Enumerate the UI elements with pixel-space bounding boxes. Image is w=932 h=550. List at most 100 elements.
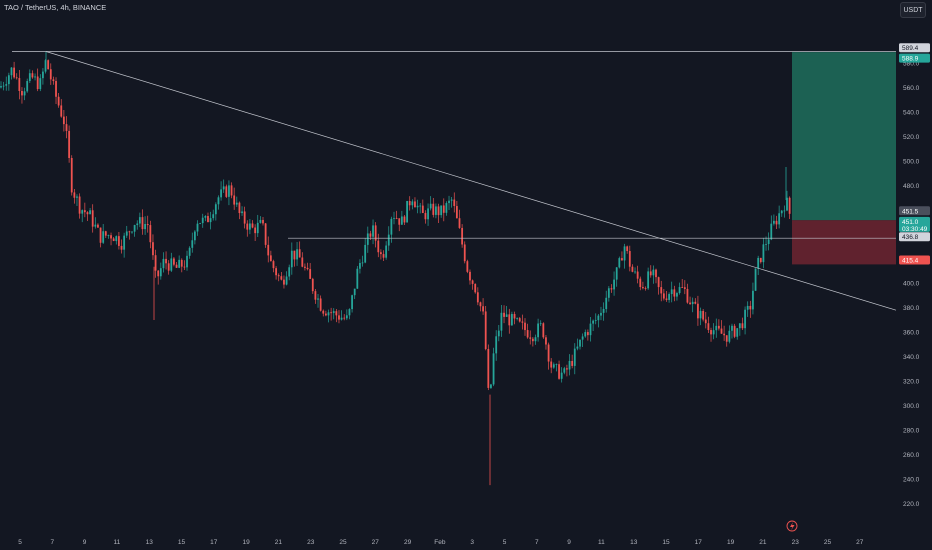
- candle-body: [47, 60, 50, 70]
- position-zones[interactable]: [792, 52, 896, 265]
- candle-body: [453, 199, 456, 207]
- candle-body: [364, 244, 367, 263]
- candle-body: [634, 271, 636, 273]
- candle-body: [264, 223, 267, 245]
- candle-body: [492, 353, 495, 385]
- candle-body: [372, 225, 374, 237]
- candle-body: [518, 318, 521, 322]
- candle-body: [238, 202, 241, 214]
- candle-body: [683, 287, 686, 289]
- candle-body: [560, 372, 563, 379]
- candle-body: [55, 81, 57, 97]
- candle-body: [115, 236, 118, 242]
- x-tick-label: 15: [178, 539, 186, 546]
- candle-body: [86, 212, 89, 215]
- x-tick-label: 23: [307, 539, 315, 546]
- candle-body: [558, 364, 560, 379]
- symbol-title[interactable]: TAO / TetherUS, 4h, BINANCE: [4, 3, 107, 12]
- candle-body: [662, 293, 665, 299]
- x-tick-label: 13: [146, 539, 154, 546]
- candle-body: [411, 201, 414, 206]
- candle-body: [778, 213, 781, 225]
- candle-body: [497, 330, 500, 337]
- x-tick-label: 29: [404, 539, 412, 546]
- candle-body: [230, 185, 233, 196]
- candle-body: [694, 301, 697, 304]
- candle-body: [767, 239, 770, 245]
- candle-body: [490, 384, 492, 388]
- candles-layer: [0, 51, 791, 486]
- candle-body: [68, 130, 71, 158]
- candle-body: [759, 257, 762, 263]
- candle-body: [170, 258, 173, 271]
- candle-body: [547, 344, 550, 362]
- candle-body: [73, 192, 76, 198]
- candle-body: [144, 224, 146, 230]
- candle-body: [649, 271, 652, 276]
- candle-body: [298, 249, 301, 258]
- candle-body: [605, 297, 608, 309]
- candle-body: [631, 266, 634, 272]
- candle-body: [193, 231, 196, 241]
- y-tick-label: 560.0: [903, 85, 920, 92]
- candle-body: [403, 216, 406, 223]
- drawing-lines[interactable]: [12, 51, 897, 311]
- candle-body: [243, 211, 246, 224]
- candle-body: [136, 223, 139, 226]
- candle-body: [754, 268, 757, 291]
- candle-body: [159, 268, 162, 277]
- candle-body: [424, 213, 427, 220]
- candle-body: [736, 328, 739, 337]
- candle-body: [571, 360, 574, 366]
- x-tick-label: 13: [630, 539, 638, 546]
- candle-body: [338, 315, 340, 320]
- candle-body: [584, 332, 587, 337]
- candle-body: [715, 325, 718, 331]
- candle-body: [186, 255, 188, 268]
- currency-badge[interactable]: USDT: [900, 2, 926, 18]
- candle-body: [455, 206, 458, 219]
- candle-body: [710, 330, 712, 335]
- price-axis[interactable]: 220.0 240.0 260.0 280.0 300.0 320.0 340.0 360.0…: [903, 61, 920, 508]
- x-tick-label: 23: [792, 539, 800, 546]
- x-tick-label: 5: [18, 539, 22, 546]
- candle-body: [429, 203, 432, 209]
- candle-body: [610, 288, 613, 290]
- candle-body: [259, 219, 262, 223]
- tag-level-top-bg: [899, 43, 930, 53]
- candle-body: [353, 288, 356, 296]
- x-tick-label: Feb: [434, 539, 446, 546]
- candle-body: [647, 271, 650, 289]
- y-tick-label: 320.0: [903, 379, 920, 386]
- candle-body: [359, 263, 361, 269]
- candle-body: [555, 364, 558, 366]
- x-tick-label: 19: [242, 539, 250, 546]
- candle-body: [343, 317, 346, 319]
- candle-body: [123, 235, 126, 250]
- candle-body: [442, 205, 445, 213]
- candle-body: [332, 311, 335, 313]
- candle-body: [757, 257, 760, 269]
- candle-body: [723, 333, 726, 336]
- x-tick-label: 19: [727, 539, 735, 546]
- candle-body: [788, 197, 791, 214]
- candle-body: [589, 323, 592, 336]
- candle-body: [330, 312, 333, 314]
- candle-body: [511, 314, 513, 326]
- candle-body: [361, 262, 364, 264]
- time-axis[interactable]: 5 7 9 11 13 15 17 19 21 23 25 27 29 Feb 3 5 7 9 11 13 15 17 19…: [18, 520, 864, 546]
- candle-body: [482, 306, 484, 312]
- candle-body: [314, 291, 317, 300]
- candle-body: [183, 266, 186, 268]
- x-tick-label: 17: [210, 539, 218, 546]
- candle-body: [149, 225, 152, 243]
- candle-body: [542, 323, 545, 338]
- candle-body: [212, 214, 215, 219]
- candle-body: [128, 231, 131, 233]
- candle-body: [400, 216, 403, 225]
- candle-body: [476, 292, 479, 303]
- candle-body: [91, 210, 94, 227]
- candle-body: [241, 211, 243, 214]
